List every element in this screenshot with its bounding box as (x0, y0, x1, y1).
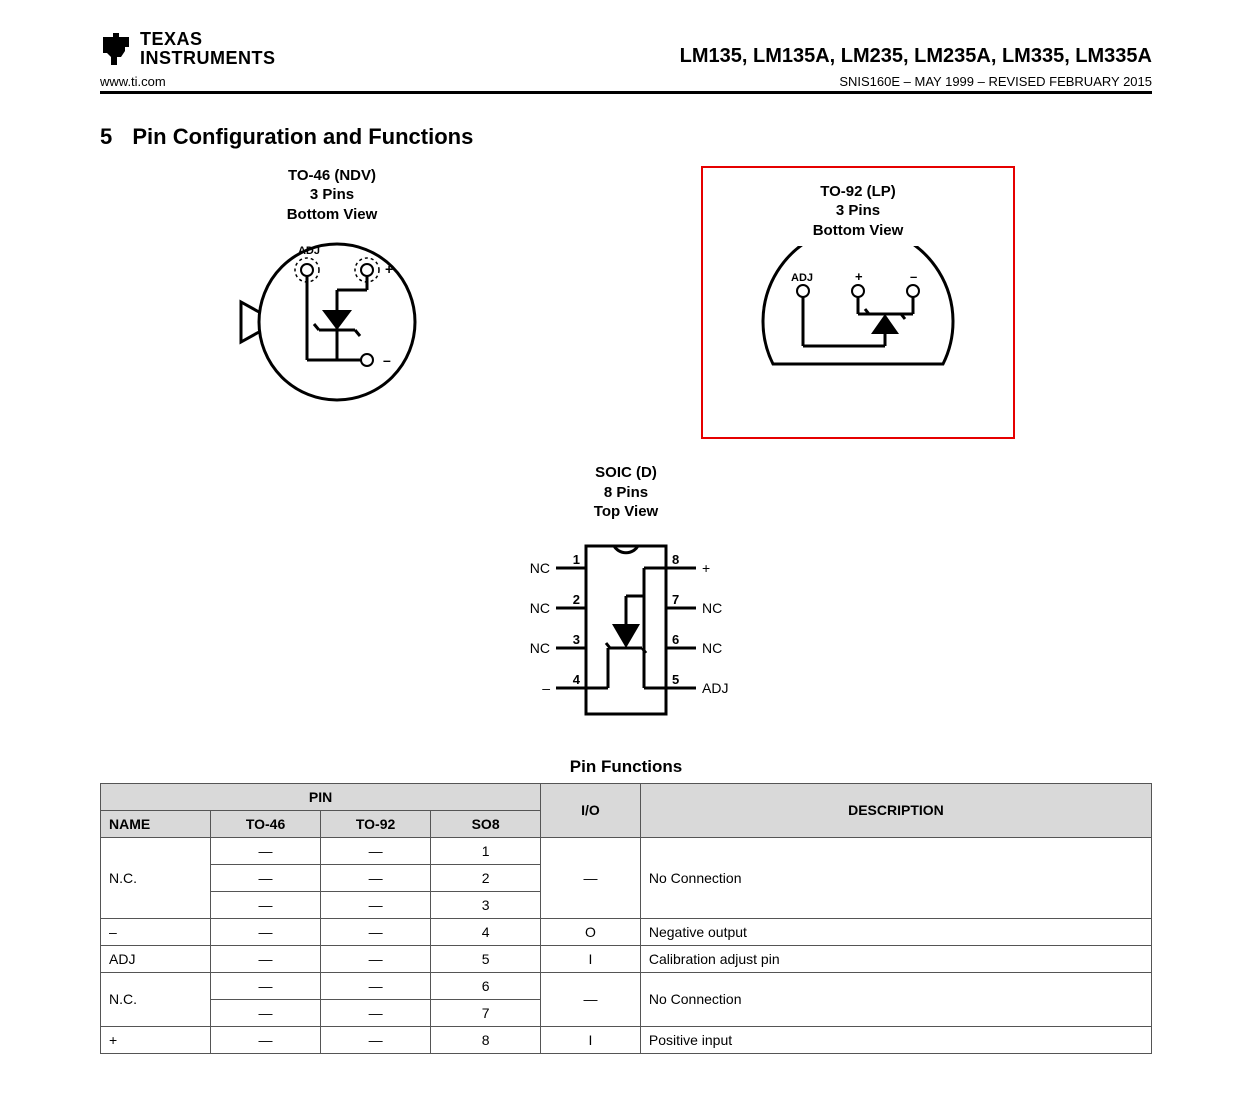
svg-text:NC: NC (702, 600, 722, 616)
section-title-text: Pin Configuration and Functions (132, 124, 473, 149)
header: TEXAS INSTRUMENTS LM135, LM135A, LM235, … (100, 30, 1152, 68)
pin-functions-table: PIN I/O DESCRIPTION NAME TO-46 TO-92 SO8… (100, 783, 1152, 1054)
section-number: 5 (100, 124, 112, 149)
th-pin: PIN (101, 783, 541, 810)
th-to46: TO-46 (211, 810, 321, 837)
svg-text:NC: NC (530, 640, 550, 656)
section-heading: 5 Pin Configuration and Functions (100, 124, 1152, 150)
to92-svg: ADJ + – (743, 246, 973, 406)
to92-minus-label: – (910, 269, 917, 284)
th-io: I/O (541, 783, 641, 837)
company-name-line1: TEXAS (140, 29, 203, 49)
diagram-to46: TO-46 (NDV) 3 Pins Bottom View (237, 166, 427, 411)
svg-text:7: 7 (672, 592, 679, 607)
to92-plus-label: + (855, 269, 863, 284)
to46-pins: 3 Pins (310, 186, 354, 203)
table-row: N.C. — — 6 — No Connection (101, 972, 1152, 999)
table-row: ADJ — — 5 I Calibration adjust pin (101, 945, 1152, 972)
company-logo: TEXAS INSTRUMENTS (100, 30, 276, 68)
svg-text:1: 1 (573, 552, 580, 567)
to92-view: Bottom View (813, 222, 904, 239)
svg-text:NC: NC (530, 600, 550, 616)
doc-revision: SNIS160E – MAY 1999 – REVISED FEBRUARY 2… (839, 74, 1152, 89)
svg-text:8: 8 (672, 552, 679, 567)
to46-pkg: TO-46 (NDV) (288, 167, 376, 184)
diagram-to92: TO-92 (LP) 3 Pins Bottom View (743, 182, 973, 412)
soic-view: Top View (594, 503, 658, 520)
diagram-soic: SOIC (D) 8 Pins Top View (486, 463, 766, 733)
table-row: N.C. — — 1 — No Connection (101, 837, 1152, 864)
soic-pins: 8 Pins (604, 484, 648, 501)
to46-plus-label: + (385, 261, 393, 277)
svg-text:2: 2 (573, 592, 580, 607)
svg-text:4: 4 (573, 672, 581, 687)
svg-text:6: 6 (672, 632, 679, 647)
to46-adj-label: ADJ (298, 245, 320, 257)
ti-logo-icon (100, 31, 134, 67)
table-header-row: PIN I/O DESCRIPTION (101, 783, 1152, 810)
header-rule (100, 91, 1152, 94)
table-row: – — — 4 O Negative output (101, 918, 1152, 945)
svg-text:3: 3 (573, 632, 580, 647)
svg-text:NC: NC (530, 560, 550, 576)
svg-text:–: – (542, 680, 550, 696)
company-url[interactable]: www.ti.com (100, 74, 166, 89)
soic-svg: 1 2 3 4 8 7 6 5 NC NC NC – + NC NC ADJ (486, 528, 766, 728)
to46-view: Bottom View (287, 206, 378, 223)
company-name-line2: INSTRUMENTS (140, 48, 276, 68)
table-title: Pin Functions (100, 757, 1152, 777)
to46-minus-label: – (383, 352, 391, 368)
subheader: www.ti.com SNIS160E – MAY 1999 – REVISED… (100, 74, 1152, 89)
th-to92: TO-92 (321, 810, 431, 837)
svg-text:ADJ: ADJ (702, 680, 728, 696)
th-desc: DESCRIPTION (640, 783, 1151, 837)
to46-svg: ADJ + – (237, 230, 427, 405)
table-row: + — — 8 I Positive input (101, 1026, 1152, 1053)
svg-text:NC: NC (702, 640, 722, 656)
th-name: NAME (101, 810, 211, 837)
to92-pkg: TO-92 (LP) (820, 183, 896, 200)
diagram-to92-highlight: TO-92 (LP) 3 Pins Bottom View (701, 166, 1015, 440)
soic-pkg: SOIC (D) (595, 464, 657, 481)
th-so8: SO8 (431, 810, 541, 837)
to92-adj-label: ADJ (791, 272, 813, 284)
to92-pins: 3 Pins (836, 202, 880, 219)
svg-text:5: 5 (672, 672, 679, 687)
part-numbers: LM135, LM135A, LM235, LM235A, LM335, LM3… (680, 45, 1152, 68)
svg-text:+: + (702, 560, 710, 576)
